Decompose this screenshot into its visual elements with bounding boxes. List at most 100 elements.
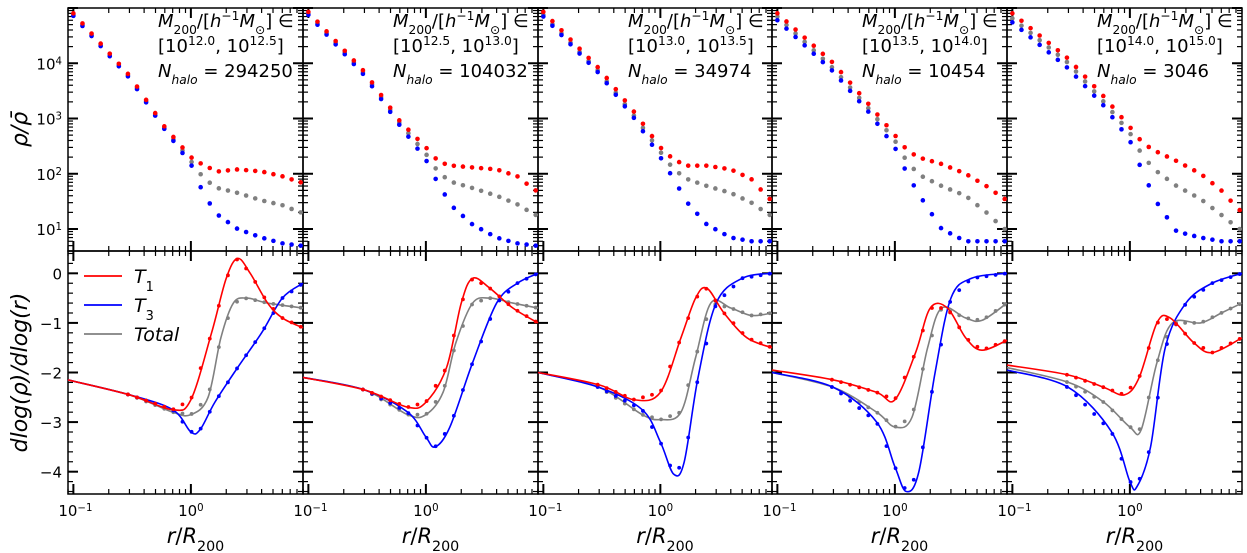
slope-point-total <box>1192 321 1197 325</box>
density-point-t3 <box>1219 238 1224 244</box>
mass-bin-label-part: M <box>628 11 644 32</box>
density-point-t3 <box>1173 228 1179 233</box>
slope-point-total <box>253 298 258 302</box>
density-point-t3 <box>775 17 780 23</box>
slope-point-t3 <box>830 385 834 389</box>
slope-point-t3 <box>180 419 185 424</box>
density-point-total <box>1010 16 1015 21</box>
density-point-t3 <box>1073 74 1079 79</box>
slope-point-t3 <box>289 289 294 294</box>
mass-bin-label-part: 200 <box>644 23 667 37</box>
density-point-t3 <box>856 98 862 104</box>
density-point-t1 <box>415 136 420 142</box>
legend-label-t1: T1 <box>134 266 154 295</box>
density-point-t1 <box>1137 136 1142 142</box>
slope-point-total <box>1128 425 1133 430</box>
slope-point-t3 <box>298 283 303 287</box>
slope-point-t1 <box>424 399 429 403</box>
slope-point-total <box>1083 389 1088 394</box>
bottom-panel-frame <box>302 250 539 495</box>
density-point-t3 <box>838 78 844 83</box>
density-point-t3 <box>1019 27 1024 33</box>
density-point-t3 <box>451 205 457 211</box>
slope-point-total <box>1210 315 1215 320</box>
density-point-t1 <box>1046 40 1052 46</box>
density-point-total <box>713 186 718 191</box>
density-point-t3 <box>234 226 240 231</box>
slope-point-t1 <box>533 319 538 324</box>
mass-bin-range-part: 10 <box>697 36 720 57</box>
x-axis-label-part: 200 <box>432 539 459 553</box>
density-point-t3 <box>713 226 718 232</box>
density-point-t3 <box>1237 238 1242 244</box>
density-point-t3 <box>1182 231 1188 236</box>
slope-point-t3 <box>442 432 447 436</box>
slope-line-total <box>537 299 773 421</box>
density-point-t3 <box>207 201 213 206</box>
density-point-t1 <box>243 167 249 173</box>
density-point-t1 <box>515 174 520 179</box>
density-point-t1 <box>938 161 944 167</box>
slope-point-t1 <box>1228 341 1233 346</box>
density-point-t1 <box>234 167 240 172</box>
density-point-t3 <box>966 238 971 244</box>
x-tick-label-part: 0 <box>667 503 673 514</box>
density-point-total <box>893 139 898 145</box>
density-point-t3 <box>342 51 348 57</box>
x-tick-label-part: 10 <box>293 502 312 520</box>
density-point-t1 <box>559 27 564 33</box>
density-point-t1 <box>1010 11 1015 16</box>
density-point-t3 <box>704 221 709 227</box>
slope-point-total <box>875 410 880 415</box>
slope-point-t3 <box>461 388 465 392</box>
density-point-t3 <box>875 121 880 127</box>
density-point-t1 <box>1146 144 1152 150</box>
slope-point-t1 <box>731 321 736 326</box>
density-point-total <box>758 206 763 212</box>
density-point-t3 <box>216 213 222 218</box>
density-point-total <box>252 196 258 201</box>
density-point-t3 <box>740 237 745 242</box>
slope-point-t3 <box>613 394 618 398</box>
slope-line-t1 <box>537 286 773 402</box>
density-point-t3 <box>731 235 736 241</box>
density-point-total <box>487 191 493 197</box>
density-point-t1 <box>262 169 267 175</box>
slope-point-t1 <box>939 306 943 310</box>
density-point-t3 <box>515 241 520 246</box>
density-point-t1 <box>713 164 718 170</box>
mass-bin-range-part: 10 <box>400 36 423 57</box>
x-tick-label-part: −1 <box>77 503 92 514</box>
slope-point-t1 <box>1219 346 1224 350</box>
density-point-total <box>1201 198 1206 204</box>
slope-point-t1 <box>451 333 456 338</box>
slope-point-t3 <box>722 293 727 298</box>
x-axis-label-part: 200 <box>901 539 928 553</box>
slope-point-t1 <box>848 382 853 387</box>
slope-point-t1 <box>280 316 285 320</box>
density-point-t1 <box>315 19 320 24</box>
mass-bin-label: M200/[h−1M⊙] ∈ <box>1097 9 1233 37</box>
slope-point-t1 <box>135 395 139 400</box>
density-point-t1 <box>1164 154 1170 159</box>
density-point-total <box>767 212 772 218</box>
density-point-t1 <box>1228 198 1233 203</box>
slope-point-total <box>271 301 276 306</box>
y-tick-label-top: 102 <box>36 166 62 184</box>
density-point-t1 <box>198 161 203 166</box>
slope-point-t3 <box>198 426 203 431</box>
slope-point-total <box>415 412 420 417</box>
density-point-t3 <box>820 59 826 65</box>
nhalo-label-part: halo <box>171 73 197 87</box>
density-point-total <box>280 202 285 208</box>
slope-point-t1 <box>497 294 502 299</box>
density-point-t1 <box>604 75 610 81</box>
slope-point-total <box>902 419 907 424</box>
density-point-total <box>216 186 222 191</box>
mass-bin-label-part: M <box>709 11 725 32</box>
slope-point-total <box>1228 306 1233 311</box>
slope-point-t3 <box>911 477 916 482</box>
density-point-t3 <box>1055 57 1061 63</box>
density-point-total <box>424 152 429 158</box>
density-point-total <box>442 174 448 180</box>
